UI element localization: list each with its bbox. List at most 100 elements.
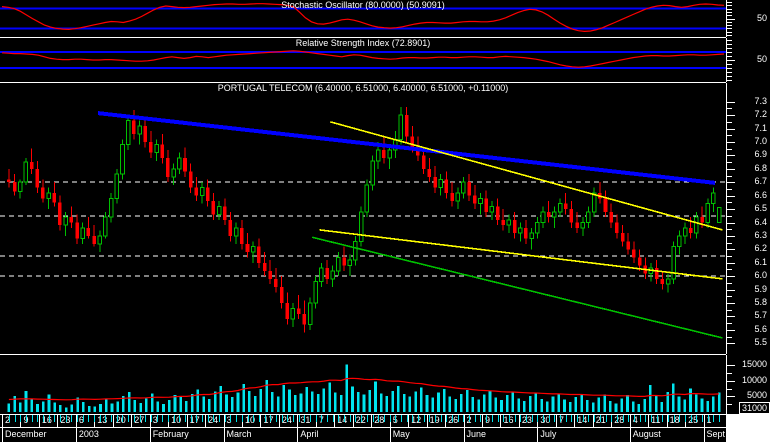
rsi-title: Relative Strength Index (72.8901) [295, 38, 431, 48]
axis-tick [727, 188, 732, 190]
date-tick [565, 415, 567, 422]
rsi-y-axis[interactable]: 50 [726, 38, 770, 82]
axis-label: 6.5 [754, 203, 767, 214]
date-tick [469, 415, 471, 422]
date-tick [599, 415, 601, 422]
date-day-label: 17 [260, 415, 273, 427]
date-tick [54, 415, 56, 422]
date-month-label: June [463, 428, 486, 442]
date-axis-months: December 2003 February March April May June Jul… [0, 428, 726, 442]
axis-tick [727, 11, 732, 13]
date-tick [679, 415, 681, 422]
date-tick [99, 415, 101, 422]
date-tick [190, 415, 192, 422]
axis-tick [727, 108, 732, 110]
date-day-label: 27 [131, 415, 144, 427]
date-tick [31, 415, 33, 422]
axis-tick [727, 289, 735, 291]
date-tick [196, 415, 198, 422]
pane-price[interactable]: PORTUGAL TELECOM (6.40000, 6.51000, 6.40… [0, 83, 770, 354]
date-tick [287, 415, 289, 422]
axis-label: 5.5 [754, 337, 767, 348]
date-day-label: 7 [555, 415, 564, 427]
axis-tick [727, 215, 732, 217]
date-day-label: 5 [389, 415, 398, 427]
axis-tick [727, 262, 735, 264]
date-tick [224, 415, 226, 422]
stochastic-y-axis[interactable]: 50 [726, 0, 770, 37]
date-tick [719, 415, 721, 422]
price-y-axis[interactable]: 7.3 7.2 7.1 7.0 6.9 6.8 6.7 6.6 6.5 6.4 6.3 6.2 6.1 6… [726, 83, 770, 354]
date-tick [162, 415, 164, 422]
volume-current-flag: 31000 [738, 402, 770, 414]
axis-label: 50 [756, 54, 767, 64]
date-tick [349, 415, 351, 422]
date-tick [258, 415, 260, 422]
date-tick [537, 415, 539, 422]
date-day-label: 2 [2, 415, 10, 427]
axis-tick [727, 5, 732, 7]
date-tick [20, 415, 22, 422]
stochastic-plot-area[interactable] [0, 0, 726, 37]
date-tick [327, 415, 329, 422]
date-month-label: February [149, 428, 189, 442]
date-day-label: 11 [648, 415, 660, 427]
date-tick [440, 415, 442, 422]
pane-volume[interactable]: 15000 10000 5000 [0, 355, 770, 414]
date-month-label: Sept [703, 428, 725, 442]
date-tick [156, 415, 158, 422]
date-tick [702, 415, 704, 422]
date-month-label: April [297, 428, 318, 442]
axis-tick [727, 44, 732, 45]
date-day-label: 3 [149, 415, 158, 427]
axis-label: 6.1 [754, 256, 767, 267]
rsi-plot-area[interactable] [0, 38, 726, 82]
date-tick [525, 415, 527, 422]
date-tick [366, 415, 368, 422]
date-tick [270, 415, 272, 422]
date-tick [406, 415, 408, 422]
axis-tick [727, 404, 732, 406]
volume-y-axis[interactable]: 15000 10000 5000 [726, 355, 770, 414]
date-tick [173, 415, 175, 422]
date-tick [275, 415, 277, 422]
date-month-label: 2003 [75, 428, 99, 442]
date-tick [88, 415, 90, 422]
axis-label: 7.3 [754, 95, 767, 106]
price-plot-area[interactable] [0, 83, 726, 354]
axis-tick [727, 60, 735, 61]
date-tick [139, 415, 141, 422]
date-day-label: 12 [408, 415, 421, 427]
pane-rsi[interactable]: Relative Strength Index (72.8901) 50 [0, 38, 770, 82]
date-axis[interactable]: 2916236132027310172431017243171422285121… [0, 414, 726, 442]
date-tick [417, 415, 419, 422]
axis-tick [727, 76, 732, 77]
axis-tick [727, 175, 732, 177]
axis-tick [727, 21, 732, 23]
date-tick [463, 415, 465, 422]
axis-label: 5.9 [754, 283, 767, 294]
axis-label: 6.2 [754, 243, 767, 254]
date-tick [145, 415, 147, 422]
date-tick [122, 415, 124, 422]
axis-label: 5.8 [754, 297, 767, 308]
date-tick [685, 415, 687, 422]
volume-plot-area[interactable] [0, 355, 726, 414]
date-tick [304, 415, 306, 422]
date-tick [315, 415, 317, 422]
date-day-label: 19 [426, 415, 440, 427]
date-tick [94, 415, 96, 422]
pane-divider-1 [0, 37, 726, 38]
axis-tick [727, 195, 735, 197]
pane-stochastic[interactable]: Stochastic Oscillator (80.0000) (50.9091… [0, 0, 770, 37]
date-day-label: 16 [38, 415, 52, 427]
date-tick [332, 415, 334, 422]
axis-label: 6.9 [754, 149, 767, 160]
date-tick [656, 415, 658, 422]
date-tick [560, 415, 562, 422]
axis-tick [727, 269, 732, 271]
date-day-label: 2 [463, 415, 472, 427]
axis-label: 6.0 [754, 270, 767, 281]
axis-label: 15000 [741, 359, 767, 370]
